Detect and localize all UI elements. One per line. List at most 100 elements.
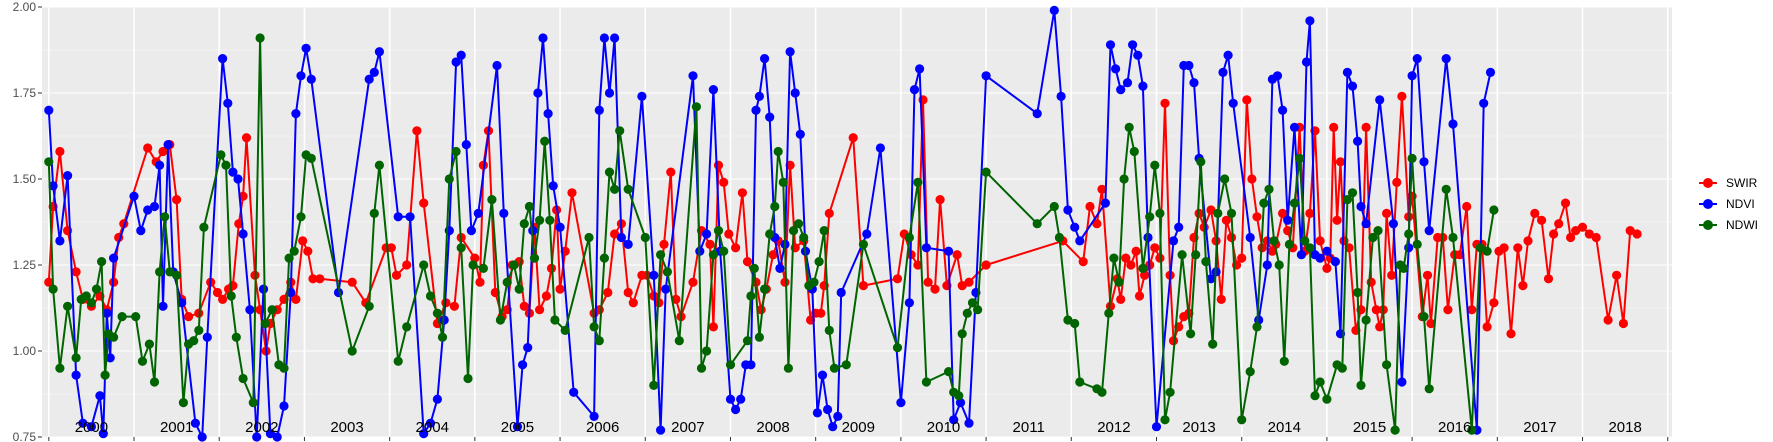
data-point-ndwi [1119, 174, 1129, 184]
data-point-ndvi [1218, 67, 1228, 77]
year-label: 2010 [927, 419, 960, 436]
data-point-swir [671, 294, 681, 304]
data-point-ndvi [245, 305, 255, 315]
data-point-swir [1584, 229, 1594, 239]
data-point-ndwi [794, 219, 804, 229]
data-point-ndwi [1201, 257, 1211, 267]
data-point-ndvi [1122, 78, 1133, 88]
data-point-swir [519, 301, 529, 311]
data-point-ndwi [691, 102, 702, 112]
data-point-ndvi [95, 391, 105, 401]
year-label: 2012 [1097, 419, 1130, 436]
data-point-ndvi [301, 43, 311, 53]
data-point-ndvi [492, 60, 502, 71]
data-point-ndwi [799, 232, 809, 243]
data-point-ndwi [393, 356, 403, 366]
data-point-ndvi [775, 263, 785, 273]
data-point-ndwi [165, 267, 175, 277]
data-point-ndwi [725, 360, 736, 370]
data-point-swir [708, 322, 719, 332]
data-point-swir [1506, 329, 1516, 339]
data-point-ndvi [272, 432, 282, 442]
data-point-swir [1591, 232, 1601, 243]
data-point-ndvi [1301, 57, 1312, 67]
data-point-swir [419, 198, 429, 208]
year-label: 2013 [1182, 419, 1215, 436]
data-point-swir [1632, 229, 1642, 239]
data-point-ndwi [226, 291, 236, 301]
data-point-ndvi [661, 284, 671, 294]
data-point-ndvi [555, 222, 565, 232]
data-point-swir [567, 188, 577, 198]
data-point-ndwi [540, 136, 550, 146]
data-point-ndvi [1116, 85, 1126, 95]
data-point-ndwi [604, 167, 615, 177]
data-point-ndvi [1356, 201, 1366, 212]
data-point-ndwi [1208, 339, 1218, 349]
data-point-ndvi [708, 85, 719, 95]
data-point-ndwi [1482, 246, 1492, 256]
data-point-ndwi [495, 315, 505, 325]
data-point-ndvi [202, 332, 212, 342]
data-point-ndvi [518, 360, 528, 370]
data-point-ndvi [1278, 105, 1288, 115]
data-point-ndwi [1419, 312, 1429, 322]
data-point-ndwi [221, 160, 231, 170]
data-point-ndvi [915, 64, 925, 74]
data-point-ndvi [702, 229, 712, 239]
data-point-swir [541, 291, 552, 301]
data-point-ndwi [144, 339, 154, 349]
data-point-ndvi [1223, 50, 1233, 60]
data-point-swir [768, 250, 778, 260]
data-point-ndwi [1305, 243, 1315, 253]
data-point-ndwi [519, 219, 529, 229]
data-point-ndvi [55, 236, 65, 246]
data-point-ndwi [347, 346, 357, 356]
data-point-ndvi [466, 226, 476, 236]
data-point-ndvi [432, 394, 442, 404]
data-point-ndwi [904, 232, 915, 243]
data-point-ndvi [1272, 71, 1283, 81]
data-point-ndvi [129, 191, 139, 201]
data-point-ndwi [973, 305, 983, 315]
data-point-ndvi [233, 174, 243, 184]
data-point-swir [923, 277, 933, 287]
data-point-ndvi [1189, 78, 1199, 88]
data-point-swir [610, 229, 620, 239]
data-point-ndvi [374, 47, 384, 57]
data-point-swir [1625, 226, 1635, 236]
data-point-ndvi [1245, 232, 1255, 243]
data-point-ndwi [967, 298, 978, 308]
data-point-ndwi [419, 260, 429, 270]
data-point-swir [1216, 294, 1226, 304]
data-point-ndvi [736, 394, 746, 404]
data-point-ndvi [1063, 205, 1073, 215]
data-point-swir [386, 243, 396, 253]
data-point-swir [659, 239, 669, 249]
data-point-ndwi [584, 232, 594, 243]
data-point-ndwi [238, 373, 248, 384]
legend-label: NDWI [1726, 218, 1758, 232]
data-point-ndwi [1165, 387, 1175, 397]
data-point-ndvi [1412, 54, 1422, 64]
data-point-ndwi [702, 346, 712, 356]
data-point-ndvi [177, 298, 187, 308]
data-point-ndwi [1150, 160, 1160, 170]
year-label: 2015 [1353, 419, 1386, 436]
data-point-ndwi [1145, 212, 1155, 222]
data-point-ndwi [599, 253, 610, 263]
data-point-ndwi [1337, 363, 1347, 373]
data-point-ndvi [1353, 136, 1363, 146]
data-point-ndwi [71, 353, 81, 363]
data-point-swir [824, 208, 834, 218]
data-point-ndwi [981, 167, 991, 177]
data-point-ndvi [86, 422, 96, 432]
data-point-ndwi [1129, 146, 1139, 157]
data-point-ndvi [1032, 109, 1042, 119]
data-point-ndwi [296, 212, 306, 222]
data-point-ndwi [1467, 425, 1477, 435]
data-point-ndvi [610, 33, 620, 43]
data-point-ndvi [1305, 16, 1315, 26]
data-point-swir [1092, 219, 1102, 229]
data-point-swir [1523, 236, 1533, 246]
